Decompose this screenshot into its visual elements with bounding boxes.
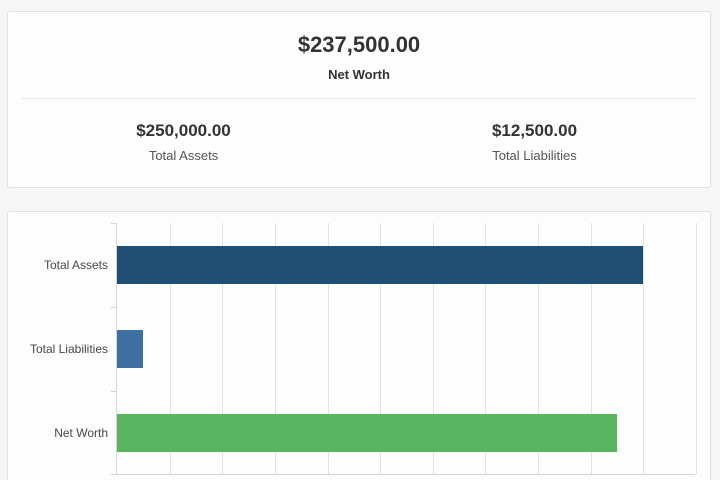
gridline	[643, 223, 645, 474]
summary-columns: $250,000.00 Total Assets $12,500.00 Tota…	[8, 121, 710, 164]
gridline	[538, 223, 540, 474]
bar-total-assets[interactable]	[117, 246, 644, 284]
gridline	[380, 223, 382, 474]
total-assets-summary: $250,000.00 Total Assets	[8, 121, 359, 164]
net-worth-block: $237,500.00 Net Worth	[8, 12, 710, 83]
category-label-net-worth: Net Worth	[54, 426, 108, 440]
total-assets-amount: $250,000.00	[136, 121, 231, 140]
axis-tick	[111, 223, 117, 224]
net-worth-amount: $237,500.00	[297, 32, 421, 57]
gridline	[169, 223, 171, 474]
axis-tick	[111, 307, 117, 308]
chart-category-axis: Total Assets Total Liabilities Net Worth	[8, 223, 108, 475]
bar-net-worth[interactable]	[117, 414, 618, 452]
total-liabilities-label: Total Liabilities	[492, 148, 577, 163]
category-label-total-liabilities: Total Liabilities	[29, 342, 108, 356]
gridline	[696, 223, 697, 474]
gridline	[590, 223, 592, 474]
total-assets-label: Total Assets	[148, 148, 219, 163]
gridline	[327, 223, 329, 474]
axis-tick	[111, 391, 117, 392]
axis-tick	[111, 474, 117, 475]
category-label-total-assets: Total Assets	[43, 258, 108, 272]
gridline	[274, 223, 276, 474]
bar-total-liabilities[interactable]	[117, 330, 144, 368]
gridline	[432, 223, 434, 474]
gridline	[222, 223, 224, 474]
chart-plot-area	[111, 223, 697, 475]
summary-divider	[22, 98, 696, 99]
gridline	[485, 223, 487, 474]
total-liabilities-summary: $12,500.00 Total Liabilities	[359, 121, 710, 164]
net-worth-label: Net Worth	[328, 67, 390, 82]
net-worth-bar-chart: Total Assets Total Liabilities Net Worth	[8, 212, 710, 480]
net-worth-chart-card: Total Assets Total Liabilities Net Worth	[7, 211, 711, 480]
total-liabilities-amount: $12,500.00	[491, 121, 578, 140]
net-worth-summary-card: $237,500.00 Net Worth $250,000.00 Total …	[7, 11, 711, 188]
